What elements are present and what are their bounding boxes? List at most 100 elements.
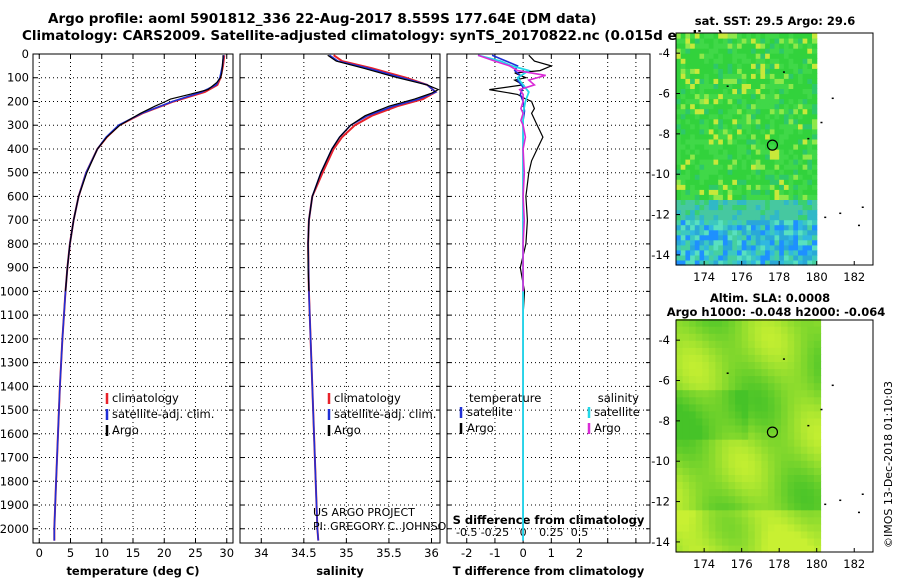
sla-map-cell bbox=[715, 354, 723, 362]
sst-map-cell bbox=[802, 78, 808, 84]
sst-map-cell bbox=[769, 214, 776, 221]
sst-map-island bbox=[857, 224, 860, 227]
sst-map-cell bbox=[690, 159, 696, 165]
sst-map-cell bbox=[699, 133, 705, 140]
sla-map-cell bbox=[807, 326, 815, 334]
sst-map-cell bbox=[798, 88, 804, 95]
sla-map-cell bbox=[781, 495, 789, 504]
sla-map-cell bbox=[695, 319, 703, 327]
sst-map-cell bbox=[807, 78, 813, 84]
sst-map-cell bbox=[746, 164, 752, 170]
sst-map-cell bbox=[722, 239, 729, 246]
sla-map-cell bbox=[787, 495, 795, 504]
sst-map-cell bbox=[694, 73, 701, 79]
sla-map-cell bbox=[748, 326, 756, 334]
sst-map-cell bbox=[765, 88, 771, 95]
sst-map-cell bbox=[751, 103, 757, 110]
sla-map-cell bbox=[715, 333, 723, 341]
sst-map-cell bbox=[718, 159, 724, 165]
sst-map-xtick-label: 182 bbox=[843, 270, 865, 284]
sst-map-cell bbox=[737, 38, 743, 44]
sla-map-cell bbox=[794, 530, 802, 539]
sla-map-cell bbox=[708, 347, 716, 355]
sst-map-cell bbox=[727, 234, 733, 241]
sst-map-cell bbox=[704, 179, 710, 185]
sst-map-cell bbox=[694, 108, 701, 115]
sla-map-cell bbox=[787, 396, 795, 405]
sst-map-cell bbox=[680, 154, 686, 160]
sst-map-cell bbox=[760, 249, 766, 256]
sst-map-cell bbox=[779, 249, 785, 256]
sla-map-cell bbox=[676, 403, 684, 412]
sst-map-cell bbox=[713, 214, 719, 221]
sst-map-cell bbox=[699, 214, 705, 221]
sla-map-cell bbox=[767, 523, 776, 532]
sst-map-cell bbox=[690, 113, 696, 120]
sst-map-cell bbox=[704, 254, 710, 261]
sst-map-cell bbox=[812, 63, 818, 69]
sst-map-cell bbox=[741, 113, 747, 120]
sst-map-cell bbox=[812, 144, 818, 150]
sst-map-cell bbox=[769, 123, 776, 130]
sla-map-cell bbox=[807, 439, 815, 447]
sla-map-cell bbox=[715, 410, 723, 419]
sst-map-cell bbox=[718, 174, 724, 180]
sst-map-cell bbox=[802, 83, 808, 89]
sst-map-cell bbox=[755, 249, 761, 256]
sst-map-cell bbox=[699, 128, 705, 135]
sla-map-cell bbox=[774, 432, 782, 440]
sst-map-cell bbox=[699, 199, 705, 205]
sst-map-cell bbox=[751, 249, 757, 256]
sla-map-cell bbox=[813, 410, 822, 419]
sla-map-cell bbox=[708, 446, 716, 454]
sst-map-cell bbox=[760, 154, 766, 160]
sst-map-cell bbox=[694, 199, 701, 205]
sla-map-cell bbox=[748, 460, 756, 468]
sst-map-cell bbox=[727, 78, 733, 84]
sst-map-cell bbox=[793, 73, 799, 79]
sst-map-cell bbox=[798, 63, 804, 69]
sla-map-cell bbox=[813, 495, 822, 504]
sst-map-cell bbox=[685, 260, 691, 266]
sla-map-ytick-label: -12 bbox=[651, 495, 670, 509]
sla-map-cell bbox=[741, 410, 749, 419]
sst-map-cell bbox=[765, 249, 771, 256]
sla-map-ytick-label: -10 bbox=[651, 454, 670, 468]
sst-map-profile-marker bbox=[766, 139, 779, 151]
sst-map-cell bbox=[788, 118, 794, 125]
sla-map-cell bbox=[708, 326, 716, 334]
sst-map-cell bbox=[694, 63, 701, 69]
sst-map-cell bbox=[812, 93, 818, 100]
sst-map-cell bbox=[708, 159, 715, 165]
sst-map-cell bbox=[774, 260, 780, 266]
sst-map-cell bbox=[741, 209, 747, 216]
sst-map-cell bbox=[793, 174, 799, 180]
sst-map-cell bbox=[746, 194, 752, 200]
sst-map-cell bbox=[676, 93, 682, 100]
sst-map-cell bbox=[760, 174, 766, 180]
sla-map-cell bbox=[754, 326, 762, 334]
sst-map-cell bbox=[713, 179, 719, 185]
sst-map-cell bbox=[704, 123, 710, 130]
sla-map-cell bbox=[689, 347, 697, 355]
sst-map-cell bbox=[732, 108, 738, 115]
sst-map-cell bbox=[727, 93, 733, 100]
sst-map-cell bbox=[760, 58, 766, 64]
sst-map-cell bbox=[727, 133, 733, 140]
sla-map-cell bbox=[794, 495, 802, 504]
sst-map-cell bbox=[737, 194, 743, 200]
sst-map-cell bbox=[765, 73, 771, 79]
sla-map-cell bbox=[708, 389, 716, 398]
sla-map-cell bbox=[708, 453, 716, 461]
sst-map-cell bbox=[802, 159, 808, 165]
sst-map-cell bbox=[694, 113, 701, 120]
sla-map-cell bbox=[735, 347, 743, 355]
sst-map-cell bbox=[722, 260, 729, 266]
sst-map-cell bbox=[690, 88, 696, 95]
sla-map-cell bbox=[774, 523, 782, 532]
sst-map-cell bbox=[713, 38, 719, 44]
sst-map-cell bbox=[807, 48, 813, 54]
sla-map-cell bbox=[708, 361, 716, 370]
sst-map-cell bbox=[769, 169, 776, 175]
sst-map-cell bbox=[769, 149, 776, 155]
